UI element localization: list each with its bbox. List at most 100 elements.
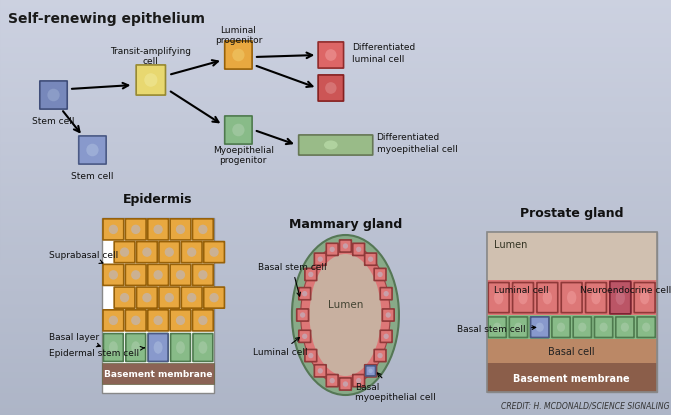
Ellipse shape (642, 322, 650, 332)
Ellipse shape (109, 225, 118, 234)
Bar (0, 54, 671, 55)
Bar (0, 79, 671, 80)
Bar (0, 193, 671, 194)
Bar (0, 214, 671, 215)
Bar (0, 153, 671, 154)
FancyBboxPatch shape (126, 334, 146, 361)
Ellipse shape (187, 293, 197, 303)
Bar (0, 283, 671, 284)
Bar (0, 255, 671, 256)
Bar (0, 256, 671, 257)
Bar (0, 327, 671, 328)
Bar (0, 307, 671, 308)
FancyBboxPatch shape (489, 283, 509, 312)
FancyBboxPatch shape (315, 365, 326, 377)
Text: Basement membrane: Basement membrane (513, 374, 630, 383)
Bar (0, 139, 671, 140)
Bar (0, 314, 671, 315)
Bar (0, 398, 671, 399)
Ellipse shape (131, 316, 140, 325)
Ellipse shape (198, 316, 208, 325)
Bar (0, 21, 671, 22)
Bar (0, 196, 671, 197)
Bar (0, 63, 671, 64)
Text: Luminal cell: Luminal cell (253, 337, 308, 357)
Bar (0, 259, 671, 260)
Bar (0, 330, 671, 331)
Ellipse shape (356, 378, 362, 383)
Ellipse shape (615, 291, 625, 304)
Bar (0, 270, 671, 271)
Bar (0, 75, 671, 76)
Text: Basement membrane: Basement membrane (104, 370, 213, 379)
FancyBboxPatch shape (204, 242, 224, 263)
FancyBboxPatch shape (365, 253, 377, 265)
Bar (0, 188, 671, 189)
Bar (0, 208, 671, 209)
Bar (0, 86, 671, 87)
Ellipse shape (368, 256, 373, 262)
Bar (0, 40, 671, 41)
Bar (0, 96, 671, 97)
Ellipse shape (578, 322, 586, 332)
Bar (0, 120, 671, 121)
FancyBboxPatch shape (225, 41, 252, 69)
Bar (0, 80, 671, 81)
Bar (0, 205, 671, 206)
Bar (0, 182, 671, 183)
Bar (0, 99, 671, 100)
FancyBboxPatch shape (136, 65, 166, 95)
Bar (0, 95, 671, 96)
Bar (0, 410, 671, 411)
Bar (0, 224, 671, 225)
Bar (0, 124, 671, 125)
Bar (0, 287, 671, 288)
Bar (0, 313, 671, 314)
FancyBboxPatch shape (305, 349, 317, 361)
FancyBboxPatch shape (193, 334, 213, 361)
Text: Suprabasal cell: Suprabasal cell (49, 251, 118, 264)
Bar (0, 407, 671, 408)
Bar (0, 371, 671, 372)
Bar (0, 127, 671, 128)
Text: Prostate gland: Prostate gland (520, 207, 624, 220)
Bar (486, 363, 657, 392)
Bar (0, 262, 671, 263)
Bar (0, 159, 671, 160)
Bar (0, 174, 671, 175)
Bar (0, 29, 671, 30)
Ellipse shape (494, 291, 503, 304)
Bar (102, 363, 214, 384)
Bar (0, 315, 671, 316)
Bar (0, 242, 671, 243)
Bar (0, 191, 671, 192)
Ellipse shape (165, 293, 174, 303)
Text: Stem cell: Stem cell (32, 117, 75, 126)
FancyBboxPatch shape (181, 287, 202, 308)
Bar (0, 261, 671, 262)
Text: Basal stem cell: Basal stem cell (258, 263, 326, 296)
Bar (0, 316, 671, 317)
Bar (0, 36, 671, 37)
Text: Basal stem cell: Basal stem cell (457, 325, 535, 334)
FancyBboxPatch shape (315, 253, 326, 265)
FancyBboxPatch shape (488, 317, 506, 337)
Bar (0, 334, 671, 335)
Bar (0, 107, 671, 108)
Bar (0, 220, 671, 221)
Bar (0, 195, 671, 196)
Bar (0, 376, 671, 377)
Bar (0, 335, 671, 336)
Ellipse shape (308, 272, 313, 277)
Ellipse shape (317, 256, 323, 262)
FancyBboxPatch shape (103, 310, 124, 331)
Bar (0, 232, 671, 233)
FancyBboxPatch shape (634, 283, 655, 312)
Text: Epidermis: Epidermis (124, 193, 193, 206)
Bar (0, 76, 671, 77)
Bar (0, 11, 671, 12)
Bar (0, 158, 671, 159)
Bar (0, 388, 671, 389)
Text: progenitor: progenitor (219, 156, 267, 165)
Bar (0, 223, 671, 224)
